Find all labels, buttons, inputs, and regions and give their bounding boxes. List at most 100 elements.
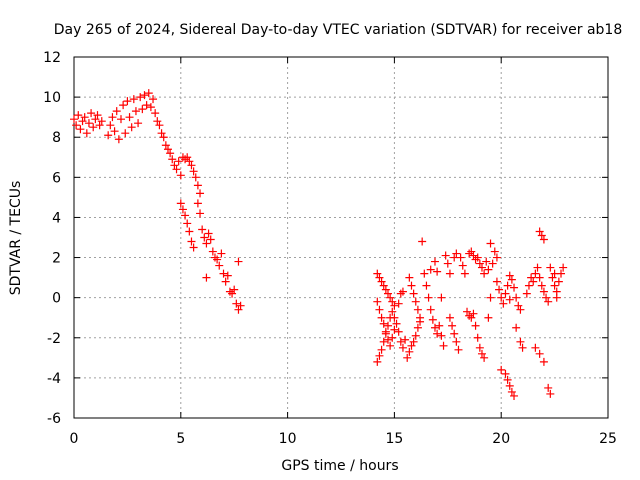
data-point — [208, 247, 217, 256]
data-point — [189, 167, 198, 176]
x-tick-label: 15 — [385, 431, 403, 447]
data-point — [463, 307, 472, 316]
data-point — [524, 281, 533, 290]
data-point — [426, 305, 435, 314]
data-point — [409, 337, 418, 346]
data-point — [507, 387, 516, 396]
data-point — [373, 357, 382, 366]
y-tick-label: 4 — [52, 210, 61, 226]
data-point — [131, 107, 140, 116]
data-point — [458, 261, 467, 270]
grid-layer — [74, 57, 608, 418]
data-point — [484, 265, 493, 274]
data-point — [181, 155, 190, 164]
x-tick-label: 5 — [176, 431, 185, 447]
data-point — [93, 111, 102, 120]
data-point — [121, 129, 130, 138]
data-point — [435, 321, 444, 330]
x-tick-label: 25 — [599, 431, 617, 447]
data-point — [533, 263, 542, 272]
data-point — [473, 253, 482, 262]
data-point — [450, 329, 459, 338]
data-point — [236, 301, 245, 310]
data-point — [418, 237, 427, 246]
data-point — [433, 329, 442, 338]
data-point — [379, 337, 388, 346]
data-point — [398, 343, 407, 352]
data-point — [505, 381, 514, 390]
y-tick-label: 8 — [52, 130, 61, 146]
data-point — [187, 161, 196, 170]
data-point — [116, 115, 125, 124]
data-point — [161, 141, 170, 150]
data-point — [89, 123, 98, 132]
data-point — [492, 253, 501, 262]
data-point — [386, 341, 395, 350]
data-point — [114, 135, 123, 144]
data-point — [492, 277, 501, 286]
data-point — [416, 313, 425, 322]
data-point — [512, 323, 521, 332]
data-point — [413, 323, 422, 332]
data-point — [518, 343, 527, 352]
data-point — [230, 285, 239, 294]
data-point — [510, 283, 519, 292]
data-point — [183, 219, 192, 228]
data-point — [420, 269, 429, 278]
data-point — [127, 123, 136, 132]
data-point — [411, 297, 420, 306]
data-point — [550, 269, 559, 278]
data-point — [82, 129, 91, 138]
data-point — [514, 301, 523, 310]
data-point — [473, 333, 482, 342]
y-tick-label: 0 — [52, 291, 61, 307]
data-point — [377, 313, 386, 322]
data-point — [445, 269, 454, 278]
data-point — [465, 311, 474, 320]
data-point — [477, 349, 486, 358]
data-point — [430, 257, 439, 266]
data-point — [403, 353, 412, 362]
data-point — [452, 249, 461, 258]
data-point — [198, 225, 207, 234]
data-point — [441, 251, 450, 260]
data-point — [223, 271, 232, 280]
data-point — [176, 171, 185, 180]
data-point — [213, 255, 222, 264]
data-point — [433, 267, 442, 276]
data-point — [136, 93, 145, 102]
data-point — [373, 269, 382, 278]
data-point — [394, 299, 403, 308]
x-axis: 0 5 10 15 20 25 — [70, 57, 617, 447]
data-point — [497, 365, 506, 374]
data-point — [183, 153, 192, 162]
data-point — [196, 189, 205, 198]
data-point — [119, 101, 128, 110]
data-point — [439, 341, 448, 350]
data-point — [379, 281, 388, 290]
data-point — [529, 277, 538, 286]
data-point — [174, 157, 183, 166]
data-point — [398, 287, 407, 296]
data-point — [544, 383, 553, 392]
data-point — [95, 121, 104, 130]
data-point — [377, 345, 386, 354]
data-point — [405, 347, 414, 356]
data-point — [559, 263, 568, 272]
data-point — [87, 109, 96, 118]
data-point — [178, 205, 187, 214]
data-point — [428, 315, 437, 324]
data-point — [537, 231, 546, 240]
data-point — [74, 111, 83, 120]
data-point — [531, 269, 540, 278]
data-point — [396, 289, 405, 298]
data-point — [215, 261, 224, 270]
data-point — [153, 117, 162, 126]
data-point — [490, 247, 499, 256]
data-point — [503, 375, 512, 384]
data-point — [407, 281, 416, 290]
data-point — [467, 247, 476, 256]
data-point — [375, 351, 384, 360]
data-point — [381, 329, 390, 338]
data-point — [129, 95, 138, 104]
